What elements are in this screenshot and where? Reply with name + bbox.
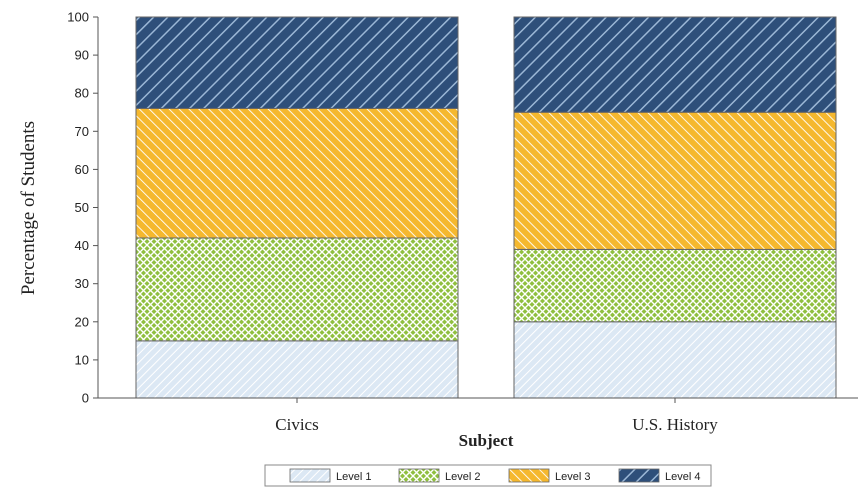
legend-label-1: Level 1	[336, 471, 371, 483]
y-tick-label: 40	[75, 238, 89, 253]
bars-group	[135, 16, 837, 399]
y-tick-label: 20	[75, 314, 89, 329]
legend-box	[264, 464, 712, 487]
bar-segment-2-1	[513, 321, 837, 399]
bar-segment-1-3	[135, 107, 459, 239]
y-axis: 0 10 20 30 40 50 60 70 80 90 100	[67, 10, 99, 406]
x-axis-title: Subject	[459, 431, 514, 450]
bar-segment-2-3	[513, 111, 837, 250]
y-tick-label: 60	[75, 162, 89, 177]
legend-swatch-1	[289, 468, 331, 483]
legend-label-2: Level 2	[445, 471, 480, 483]
y-tick-label: 100	[67, 10, 89, 25]
y-tick-label: 0	[82, 391, 89, 406]
y-tick-label: 50	[75, 200, 89, 215]
x-axis: Civics U.S. History	[98, 397, 858, 434]
bar-segment-1-2	[135, 237, 459, 342]
legend-label-3: Level 3	[555, 471, 590, 483]
bar-segment-2-2	[513, 248, 837, 323]
legend-swatch-3	[508, 468, 550, 483]
y-axis-title: Percentage of Students	[18, 121, 39, 295]
x-category-label: Civics	[275, 415, 318, 434]
legend: Level 1 Level 2 Level 3 Level 4	[264, 464, 712, 487]
x-category-label: U.S. History	[632, 415, 718, 434]
legend-label-4: Level 4	[665, 471, 700, 483]
legend-swatch-4	[618, 468, 660, 483]
bar-segment-1-1	[135, 340, 459, 399]
y-tick-label: 90	[75, 48, 89, 63]
y-tick-label: 70	[75, 124, 89, 139]
legend-swatch-2	[398, 468, 440, 483]
y-tick-label: 30	[75, 276, 89, 291]
y-tick-label: 80	[75, 86, 89, 101]
bar-segment-1-4	[135, 16, 459, 109]
bar-segment-2-4	[513, 16, 837, 113]
y-tick-label: 10	[75, 352, 89, 367]
